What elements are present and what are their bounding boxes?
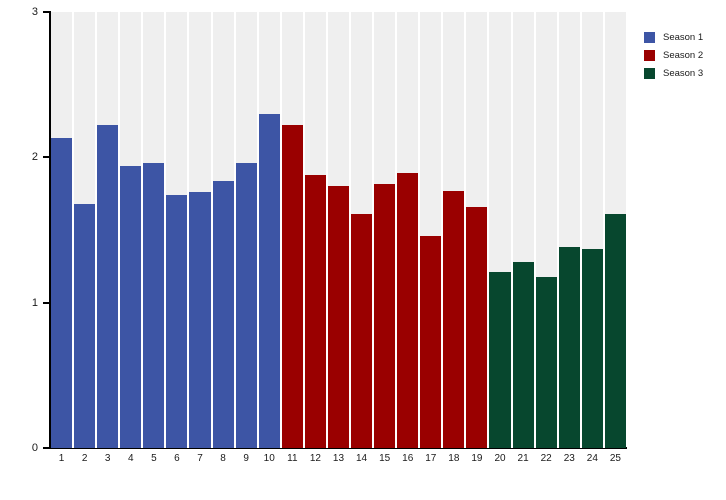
bar <box>258 113 280 448</box>
x-tick-label: 14 <box>355 453 368 464</box>
season-1-swatch-icon <box>644 31 655 43</box>
y-tick-label: 0 <box>31 442 38 454</box>
bar-column <box>51 12 73 448</box>
x-axis-line <box>49 447 627 449</box>
x-tick-label: 17 <box>425 453 437 464</box>
bar <box>74 203 96 448</box>
y-tick-label: 1 <box>31 296 38 309</box>
bar <box>120 166 142 448</box>
x-axis: 1 2 3 4 5 6 7 8 9 10 11 12 13 14 15 16 17 18 19 20 21 22 23 24 2… <box>51 453 626 464</box>
legend-item-season-2: Season 2 <box>644 49 703 61</box>
y-tick-label: 2 <box>31 151 38 164</box>
bar-column <box>212 12 234 448</box>
x-tick-label: 21 <box>517 453 529 464</box>
bar-column <box>235 12 257 448</box>
bar-column <box>166 12 188 448</box>
bar <box>420 235 442 448</box>
bar <box>512 261 534 448</box>
x-tick-label: 22 <box>540 453 552 464</box>
legend-label: Season 2 <box>663 49 704 61</box>
x-tick-label: 20 <box>494 453 506 464</box>
bar-column <box>420 12 442 448</box>
y-tick-mark <box>43 447 49 449</box>
season-3-swatch-icon <box>644 67 655 79</box>
bar-column <box>558 12 580 448</box>
bar-column <box>489 12 511 448</box>
bar <box>143 163 165 448</box>
legend-item-season-1: Season 1 <box>644 31 703 43</box>
bar <box>604 214 626 448</box>
bar <box>558 247 580 448</box>
x-tick-label: 9 <box>243 453 249 464</box>
bar-column <box>443 12 465 448</box>
x-tick-label: 23 <box>563 453 575 464</box>
x-tick-label: 7 <box>197 453 203 464</box>
x-tick-label: 24 <box>586 453 598 464</box>
x-tick-label: 6 <box>174 453 180 464</box>
bar-column <box>327 12 350 448</box>
x-tick-label: 16 <box>402 453 414 464</box>
x-tick-label: 18 <box>448 453 460 464</box>
x-tick-label: 2 <box>81 453 88 464</box>
bar <box>327 186 350 448</box>
x-tick-label: 8 <box>220 453 226 464</box>
bar <box>351 214 373 448</box>
bar-column <box>281 12 303 448</box>
bar <box>535 276 557 448</box>
bar-column <box>143 12 165 448</box>
x-tick-label: 13 <box>332 453 345 464</box>
season-2-swatch-icon <box>644 49 655 61</box>
x-tick-label: 5 <box>151 453 157 464</box>
bar <box>304 174 326 448</box>
legend-item-season-3: Season 3 <box>644 67 703 79</box>
bar <box>281 125 303 448</box>
x-tick-label: 3 <box>104 453 111 464</box>
bar <box>97 125 119 448</box>
bar-column <box>466 12 488 448</box>
y-tick-mark <box>43 301 49 304</box>
x-tick-label: 11 <box>287 453 298 464</box>
plot-area <box>51 12 626 448</box>
x-tick-label: 15 <box>379 453 391 464</box>
x-tick-label: 12 <box>309 453 321 464</box>
bar <box>166 195 188 448</box>
x-tick-label: 4 <box>127 453 134 464</box>
bar-column <box>74 12 96 448</box>
bar-column <box>351 12 373 448</box>
bar-column <box>97 12 119 448</box>
bar <box>489 272 511 448</box>
bar-column <box>374 12 396 448</box>
bar-column <box>397 12 419 448</box>
legend: Season 1 Season 2 Season 3 <box>644 31 703 85</box>
y-tick-mark <box>43 11 49 13</box>
bar-column <box>120 12 142 448</box>
bar-column <box>581 12 603 448</box>
legend-label: Season 1 <box>663 31 704 43</box>
x-tick-label: 1 <box>58 453 65 464</box>
bar-column <box>189 12 211 448</box>
bar <box>51 138 73 448</box>
legend-label: Season 3 <box>663 67 704 79</box>
bar <box>235 163 257 448</box>
x-tick-label: 10 <box>263 453 275 464</box>
x-tick-label: 25 <box>609 453 621 464</box>
bar-column <box>258 12 280 448</box>
bar <box>581 248 603 448</box>
y-axis-line <box>49 11 51 449</box>
x-tick-label: 19 <box>471 453 483 464</box>
bar-column <box>512 12 534 448</box>
bar-column <box>304 12 326 448</box>
bar <box>374 183 396 448</box>
bar-column <box>604 12 626 448</box>
bar <box>397 173 419 448</box>
y-tick-mark <box>43 156 49 159</box>
y-tick-label: 3 <box>31 6 38 18</box>
bar-column <box>535 12 557 448</box>
bar <box>189 192 211 448</box>
bar <box>443 190 465 448</box>
bar <box>466 206 488 448</box>
bar <box>212 180 234 448</box>
